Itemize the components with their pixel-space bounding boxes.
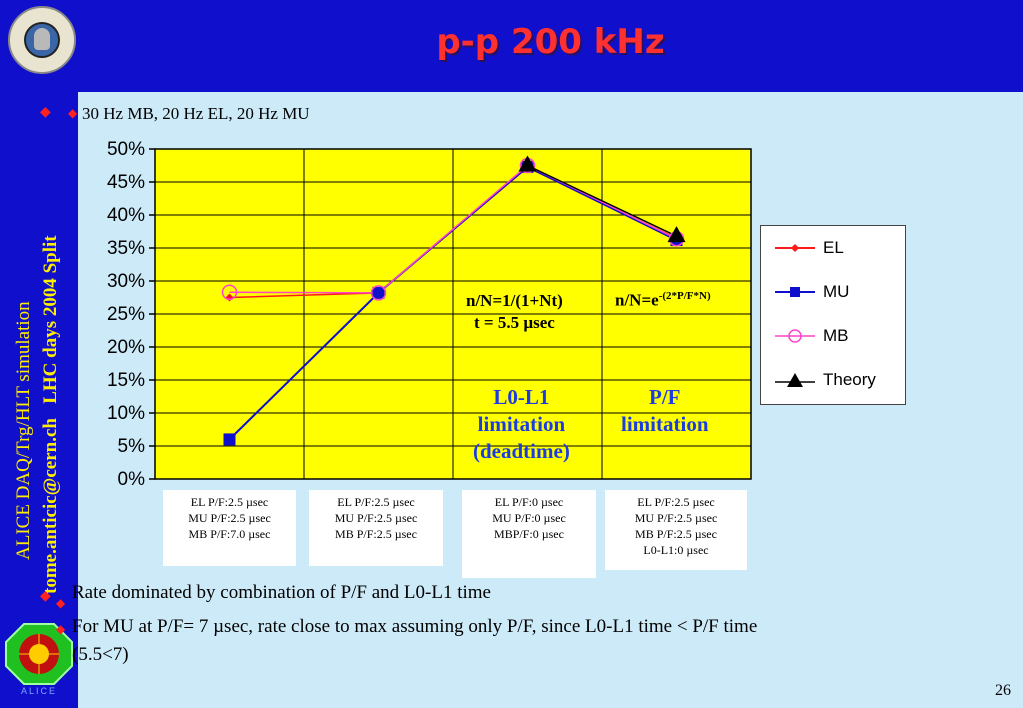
legend-marker-theory-icon [775,373,815,387]
formula-line: n/N=1/(1+Nt) [466,291,563,310]
note-line: MB P/F:2.5 µsec [335,527,417,541]
formula-line: t = 5.5 µsec [473,313,555,332]
category-note-1: EL P/F:2.5 µsec MU P/F:2.5 µsec MB P/F:7… [163,490,296,566]
body-bullet-icon: ◆ [56,622,66,636]
y-tick-label: 20% [107,337,145,358]
formula-base: n/N=e [615,290,659,310]
sidebar-bullet-icon: ◆ [40,105,51,120]
legend: EL MU MB Theory [760,225,906,405]
y-tick-label: 0% [118,469,146,490]
y-tick-label: 30% [107,271,145,292]
author-email[interactable]: tome.anticic@cern.ch [40,418,61,594]
chart-subtitle: 30 Hz MB, 20 Hz EL, 20 Hz MU [82,104,310,123]
body-text-line-3: (5.5<7) [72,644,129,665]
y-tick-label: 35% [107,238,145,259]
legend-item-el: EL [773,238,844,258]
limitation-line: limitation [477,412,566,436]
legend-item-mu: MU [773,282,849,302]
limitation-line: P/F [649,385,681,409]
note-line: EL P/F:2.5 µsec [637,495,715,509]
note-line: MU P/F:2.5 µsec [634,511,718,525]
category-note-2: EL P/F:2.5 µsec MU P/F:2.5 µsec MB P/F:2… [309,490,443,566]
category-note-3: EL P/F:0 µsec MU P/F:0 µsec MBP/F:0 µsec [462,490,596,578]
series-lines [228,164,677,441]
data-point-mu [372,286,385,299]
limitation-line: (deadtime) [473,439,570,463]
legend-marker-el-icon [775,244,815,252]
legend-marker-mu-icon [775,287,815,297]
legend-item-mb: MB [773,326,849,346]
conference-name: LHC days 2004 Split [40,235,61,404]
data-point-theory [518,155,537,172]
note-line: MU P/F:0 µsec [492,511,566,525]
slide-title: p-p 200 kHz [436,22,665,62]
note-line: MB P/F:7.0 µsec [188,527,271,541]
alice-logo-label: ALICE [20,686,57,696]
note-line: MU P/F:2.5 µsec [188,511,271,525]
y-tick-label: 10% [107,403,145,424]
data-point-theory [667,226,686,243]
grid [155,148,751,480]
y-tick-label: 50% [107,139,145,160]
limitation-line: L0-L1 [493,385,550,409]
note-line: MU P/F:2.5 µsec [334,511,418,525]
institute-logo [8,6,76,74]
formula-exponent: -(2*P/F*N) [658,290,711,302]
note-line: EL P/F:0 µsec [494,495,564,509]
y-tick-label: 45% [107,172,145,193]
y-tick-label: 25% [107,304,145,325]
body-text-line-1: Rate dominated by combination of P/F and… [72,582,491,603]
y-axis: 0% 5% 10% 15% 20% 25% 30% 35% 40% 45% 50% [107,139,155,490]
sidebar-conference: tome.anticic@cern.ch LHC days 2004 Split [40,235,62,594]
legend-label-mu: MU [823,282,850,301]
data-point-mb [221,284,238,300]
y-tick-label: 40% [107,205,145,226]
subtitle-bullet-icon: ◆ [68,106,78,120]
alice-logo [5,623,73,685]
note-line: EL P/F:2.5 µsec [337,495,415,509]
chart: 0% 5% 10% 15% 20% 25% 30% 35% 40% 45% 50% [107,139,752,490]
body-text-line-2: For MU at P/F= 7 µsec, rate close to max… [72,616,758,637]
deadtime-formula: n/N=1/(1+Nt) t = 5.5 µsec [466,290,563,334]
series-markers [221,155,686,446]
series-line-theory [527,164,677,237]
legend-marker-mb-icon [775,329,815,343]
note-line: L0-L1:0 µsec [643,543,709,557]
note-line: MB P/F:2.5 µsec [635,527,717,541]
y-tick-label: 15% [107,370,145,391]
y-tick-label: 5% [118,436,146,457]
legend-label-mb: MB [823,326,849,345]
legend-label-theory: Theory [823,370,876,389]
sidebar-project-title: ALICE DAQ/Trg/HLT simulation [13,301,34,560]
body-bullet-icon: ◆ [56,596,66,610]
sidebar: ALICE DAQ/Trg/HLT simulation tome.antici… [0,0,78,708]
data-point-mb [370,285,387,301]
logo-bust-icon [34,28,50,50]
sidebar-bullet-icon: ◆ [40,589,51,604]
title-bar [78,0,1023,92]
data-point-mu [223,433,236,446]
note-line: EL P/F:2.5 µsec [190,495,269,509]
legend-item-theory: Theory [773,370,876,390]
l0-l1-limitation-label: L0-L1 limitation (deadtime) [473,384,570,465]
category-note-4: EL P/F:2.5 µsec MU P/F:2.5 µsec MB P/F:2… [605,490,747,570]
series-line-mb [229,164,677,294]
limitation-line: limitation [621,412,709,436]
pf-formula: n/N=e-(2*P/F*N) [615,290,711,311]
page-number: 26 [995,682,1011,699]
note-line: MBP/F:0 µsec [494,527,564,541]
pf-limitation-label: P/F limitation [621,384,709,438]
legend-label-el: EL [823,238,844,257]
